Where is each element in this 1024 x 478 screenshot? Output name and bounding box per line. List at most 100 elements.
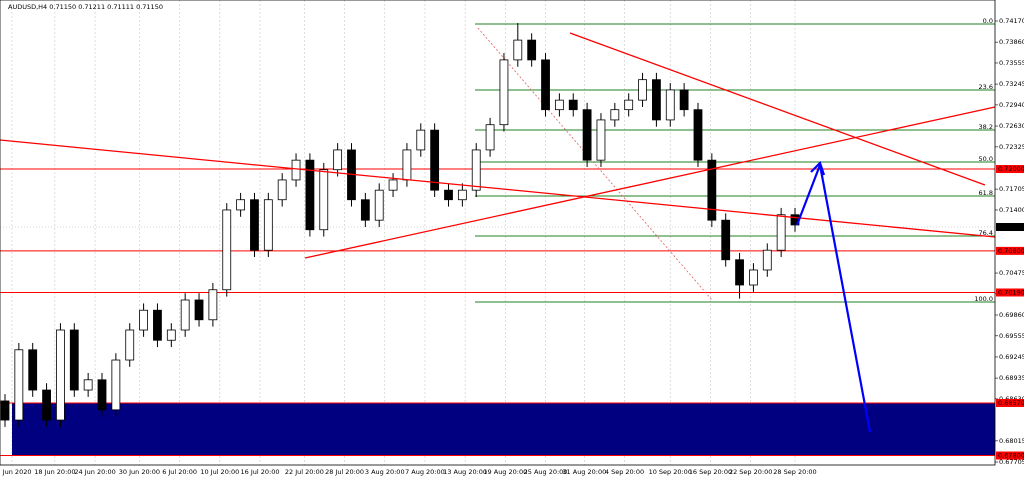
candle-body	[707, 159, 717, 221]
candle-body	[513, 39, 523, 61]
candle-body	[56, 329, 65, 421]
y-tick-label: 0.69860	[999, 311, 1024, 319]
candle-body	[125, 329, 135, 361]
candle-body	[208, 289, 218, 321]
chart-title: AUDUSD,H4 0.71150 0.71211 0.71111 0.7115…	[8, 3, 163, 11]
x-tick-label: 6 Jul 20:00	[162, 468, 197, 476]
x-tick-label: 31 Aug 20:00	[562, 468, 606, 476]
candle-body	[776, 214, 786, 251]
candle-body	[291, 159, 301, 181]
candle-body	[263, 199, 273, 251]
fibo-label: 76.4	[979, 229, 993, 237]
x-tick-label: 13 Aug 20:00	[443, 468, 487, 476]
candle-body	[693, 109, 703, 161]
y-tick-label: 0.68015	[999, 437, 1024, 445]
x-tick-label: 28 Sep 20:00	[773, 468, 816, 476]
y-tick-label: 0.73245	[999, 80, 1024, 88]
y-tick-label: 0.69555	[999, 332, 1024, 340]
price-tag	[996, 246, 1024, 255]
candle-body	[277, 179, 287, 201]
x-tick-label: 25 Aug 20:00	[524, 468, 568, 476]
fibo-label: 61.8	[979, 189, 993, 197]
candle-body	[624, 99, 634, 111]
price-tag-label: 0.70190	[998, 288, 1024, 296]
price-tag-label: 0.70800	[998, 247, 1024, 255]
candle-body	[360, 199, 370, 221]
candle-body	[749, 269, 758, 286]
y-tick-label: 0.73860	[999, 38, 1024, 46]
y-tick-label: 0.68630	[999, 395, 1024, 403]
x-tick-label: 22 Jul 20:00	[285, 468, 324, 476]
candle-body	[679, 89, 689, 111]
trendlines	[0, 32, 996, 259]
candle-body	[374, 189, 384, 221]
levels: 0.0 23.6 38.2 50.0 61.8 76.4 100.0	[0, 17, 995, 457]
candle-body	[762, 249, 772, 271]
y-tick-label: 0.73555	[999, 59, 1024, 67]
candle-body	[444, 189, 453, 201]
x-tick-label: 12 Jun 2020	[0, 468, 31, 476]
zone	[12, 402, 995, 456]
x-tick-label: 28 Jul 20:00	[325, 468, 364, 476]
x-tick-label: 16 Jul 20:00	[241, 468, 280, 476]
arrow-head	[810, 160, 826, 176]
candle-body	[541, 59, 550, 111]
candle-body	[236, 199, 246, 211]
candle-body	[250, 199, 259, 251]
candle-body	[0, 400, 10, 421]
trendline	[0, 139, 996, 238]
x-tick-label: 30 Jun 20:00	[119, 468, 160, 476]
candle-body	[582, 109, 592, 161]
fibo-label: 100.0	[974, 295, 993, 303]
candle-body	[28, 349, 38, 391]
zone-rect	[12, 402, 995, 456]
candles	[0, 23, 800, 427]
x-tick-label: 18 Jun 20:00	[34, 468, 75, 476]
candle-body	[457, 189, 467, 201]
candle-body	[652, 79, 661, 121]
candle-body	[305, 159, 315, 231]
candle-body	[14, 349, 24, 421]
candle-body	[194, 299, 204, 321]
x-tick-label: 22 Sep 20:00	[729, 468, 772, 476]
fibo-label: 0.0	[983, 17, 993, 25]
y-tick-label: 0.71400	[999, 206, 1024, 214]
candle-body	[180, 299, 190, 331]
price-tag	[996, 165, 1024, 174]
candle-body	[638, 79, 647, 101]
candle-body	[69, 329, 79, 391]
x-tick-label: 4 Sep 20:00	[605, 468, 644, 476]
fibo-label: 38.2	[979, 123, 993, 131]
candle-body	[527, 39, 537, 61]
candle-body	[430, 129, 440, 191]
y-tick-label: 0.67705	[999, 458, 1024, 466]
candle-body	[153, 309, 162, 341]
price-tag-label: 0.72000	[998, 165, 1024, 173]
candle-body	[166, 329, 176, 341]
y-tick-label: 0.74170	[999, 17, 1024, 25]
y-tick-label: 0.71705	[999, 185, 1024, 193]
price-tag-label: 0.68570	[998, 399, 1024, 407]
candle-body	[554, 99, 564, 111]
price-tag	[996, 451, 1024, 460]
price-tag	[996, 398, 1024, 407]
candle-body	[665, 89, 675, 121]
candle-body	[568, 99, 578, 111]
current-price-label: 0.71150	[998, 223, 1024, 231]
fibo-label: 50.0	[979, 155, 993, 163]
forecast-arrow	[795, 160, 872, 433]
y-tick-label: 0.72630	[999, 122, 1024, 130]
trendline	[569, 32, 986, 186]
x-tick-label: 7 Aug 20:00	[405, 468, 445, 476]
fibo-label: 23.6	[979, 83, 993, 91]
candle-body	[319, 169, 329, 231]
candle-body	[97, 379, 107, 411]
candle-body	[111, 359, 121, 411]
candle-body	[83, 379, 93, 391]
candle-body	[42, 389, 51, 421]
y-tick-label: 0.69245	[999, 353, 1024, 361]
price-tag-label: 0.67800	[998, 452, 1024, 460]
candle-body	[222, 209, 232, 291]
y-tick-label: 0.68935	[999, 374, 1024, 382]
